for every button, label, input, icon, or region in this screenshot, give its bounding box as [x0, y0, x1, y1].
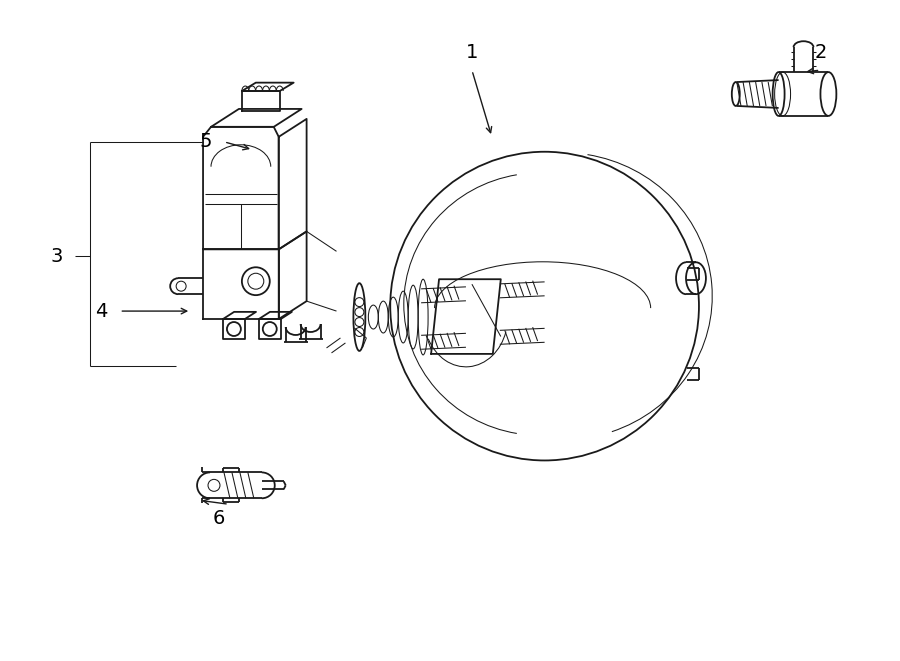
Text: 6: 6: [212, 509, 225, 527]
Text: 3: 3: [50, 247, 63, 266]
Text: 2: 2: [814, 43, 826, 61]
Text: 5: 5: [200, 132, 212, 151]
Text: 1: 1: [465, 43, 478, 61]
Text: 4: 4: [95, 301, 108, 321]
